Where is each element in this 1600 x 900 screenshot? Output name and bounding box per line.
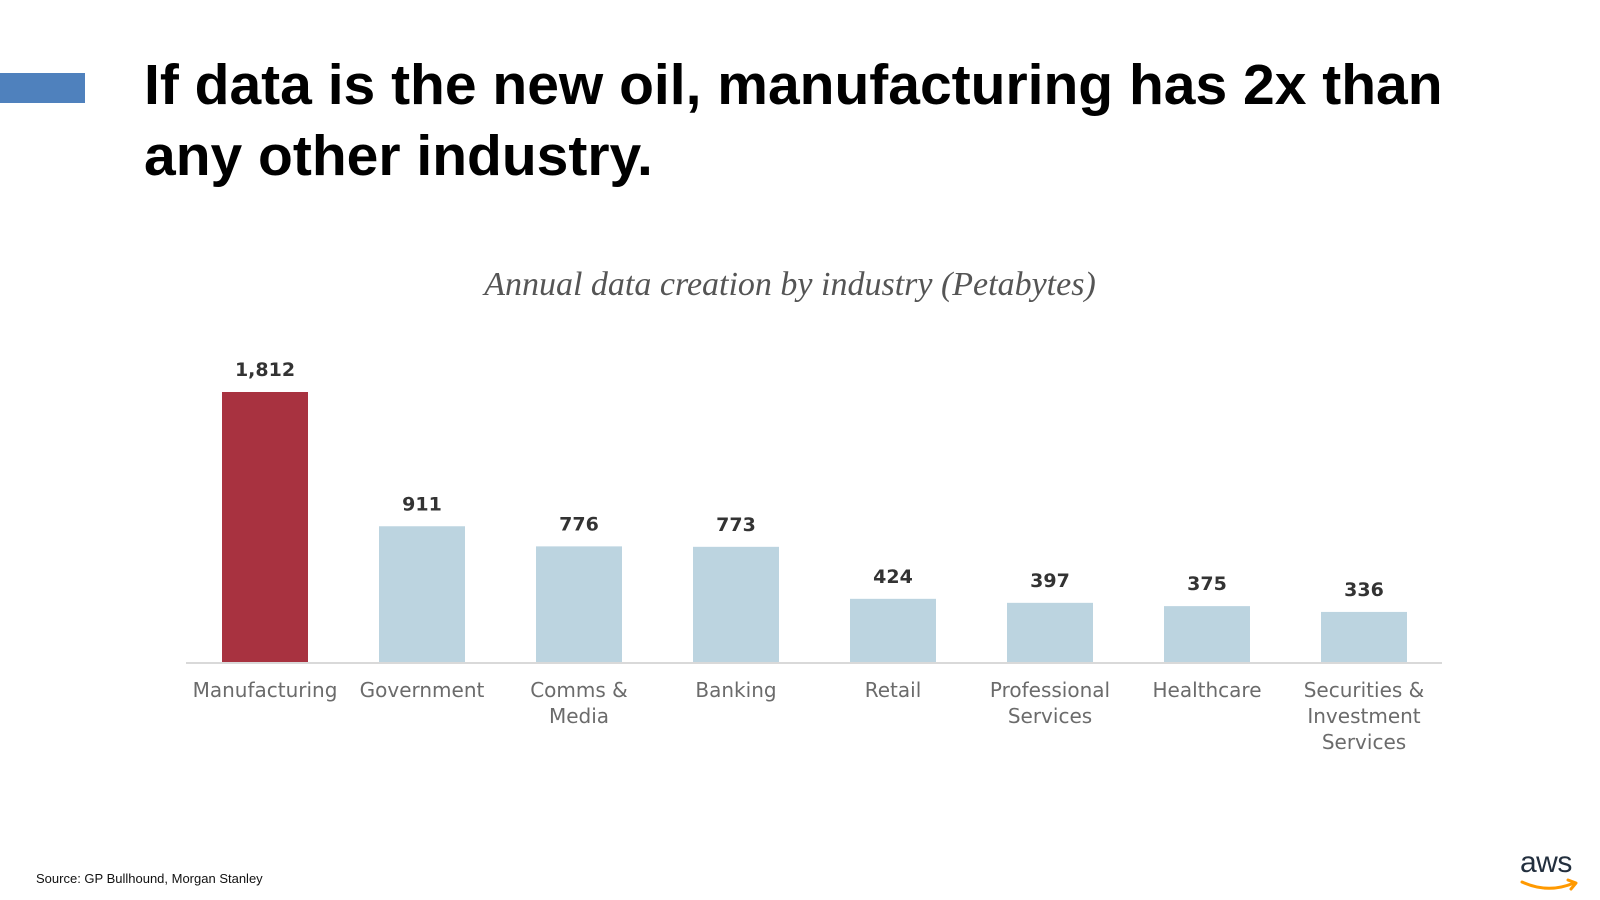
value-label: 397 bbox=[1030, 570, 1070, 592]
category-label: Securities & Investment Services bbox=[1304, 678, 1425, 754]
bar-2 bbox=[536, 546, 622, 662]
value-label: 776 bbox=[559, 513, 599, 535]
bar-4 bbox=[850, 598, 936, 662]
category-label-line: Securities & bbox=[1304, 678, 1425, 702]
category-label-line: Comms & bbox=[530, 678, 628, 702]
category-label-line: Manufacturing bbox=[193, 678, 338, 702]
aws-logo-text: aws bbox=[1520, 846, 1572, 879]
bars-group: 1,812 Manufacturing 911 Government 776 Comms … bbox=[193, 359, 1425, 754]
bar-0 bbox=[222, 392, 308, 662]
value-label: 375 bbox=[1187, 573, 1227, 595]
category-label-line: Professional bbox=[990, 678, 1110, 702]
aws-logo: aws bbox=[1520, 848, 1584, 892]
slide-title: If data is the new oil, manufacturing ha… bbox=[144, 53, 1443, 188]
chart-title: Annual data creation by industry (Petaby… bbox=[482, 266, 1096, 303]
category-label-line: Investment bbox=[1307, 704, 1420, 728]
bar-1 bbox=[379, 526, 465, 662]
category-label-line: Healthcare bbox=[1152, 678, 1261, 702]
category-label: Professional Services bbox=[990, 678, 1110, 728]
category-label: Government bbox=[360, 678, 485, 702]
bar-chart: Annual data creation by industry (Petaby… bbox=[186, 266, 1442, 754]
category-label-line: Banking bbox=[695, 678, 776, 702]
value-label: 336 bbox=[1344, 579, 1384, 601]
bar-5 bbox=[1007, 602, 1093, 662]
value-label: 911 bbox=[402, 493, 442, 515]
category-label-line: Government bbox=[360, 678, 485, 702]
category-label-line: Services bbox=[1008, 704, 1092, 728]
source-note: Source: GP Bullhound, Morgan Stanley bbox=[36, 871, 263, 886]
bar-6 bbox=[1164, 606, 1250, 662]
category-label-line: Retail bbox=[865, 678, 922, 702]
category-label: Comms & Media bbox=[530, 678, 628, 728]
value-label: 773 bbox=[716, 514, 756, 536]
accent-bar bbox=[0, 73, 85, 103]
category-label-line: Services bbox=[1322, 730, 1406, 754]
category-label-line: Media bbox=[549, 704, 609, 728]
category-label: Healthcare bbox=[1152, 678, 1261, 702]
category-label: Retail bbox=[865, 678, 922, 702]
category-label: Banking bbox=[695, 678, 776, 702]
bar-3 bbox=[693, 546, 779, 662]
aws-smile-icon bbox=[1520, 878, 1578, 891]
category-label: Manufacturing bbox=[193, 678, 338, 702]
bar-7 bbox=[1321, 611, 1407, 662]
value-label: 424 bbox=[873, 566, 913, 588]
value-label: 1,812 bbox=[235, 359, 295, 381]
